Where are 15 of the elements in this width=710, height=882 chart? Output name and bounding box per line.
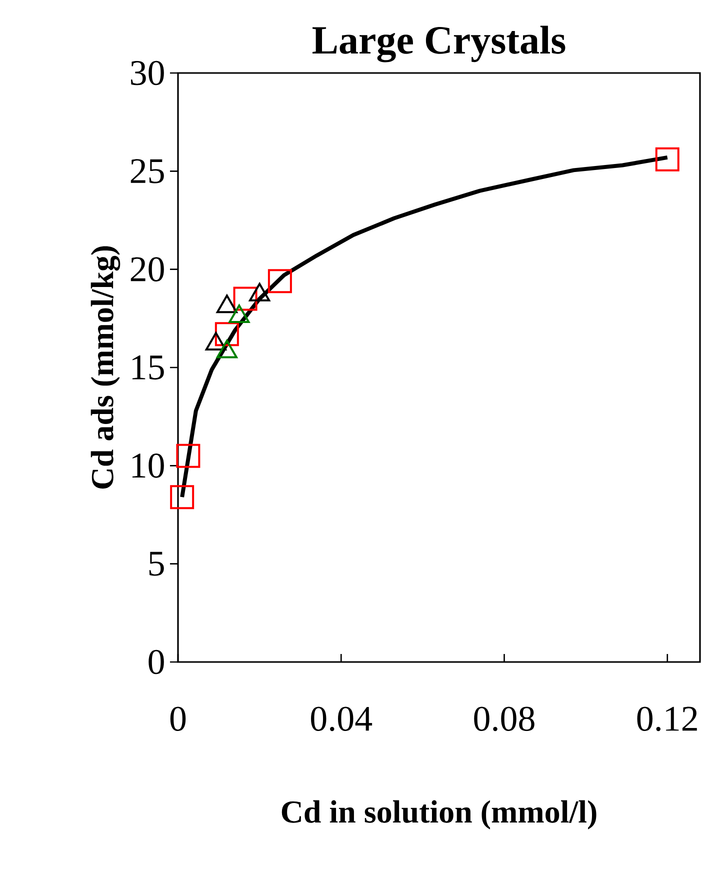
y-tick-label: 0 xyxy=(148,650,164,674)
y-tick-label: 25 xyxy=(130,159,164,184)
x-tick-label: 0 xyxy=(170,706,186,731)
x-tick-label: 0.08 xyxy=(474,706,534,732)
y-tick-label: 15 xyxy=(132,355,164,380)
line-series xyxy=(180,155,670,500)
y-tick-label: 20 xyxy=(130,257,164,282)
x-tick-label: 0.04 xyxy=(311,706,372,732)
x-tick-label: 0.12 xyxy=(637,706,697,732)
y-tick-label: 10 xyxy=(132,454,164,478)
chart-title: Large Crystals xyxy=(312,26,566,62)
x-axis-title: Cd in solution (mmol/l) xyxy=(282,800,596,830)
y-tick-label: 5 xyxy=(149,552,164,576)
y-tick-label: 30 xyxy=(131,60,164,86)
y-axis-title: Cd ads (mmol/kg) xyxy=(90,246,120,489)
